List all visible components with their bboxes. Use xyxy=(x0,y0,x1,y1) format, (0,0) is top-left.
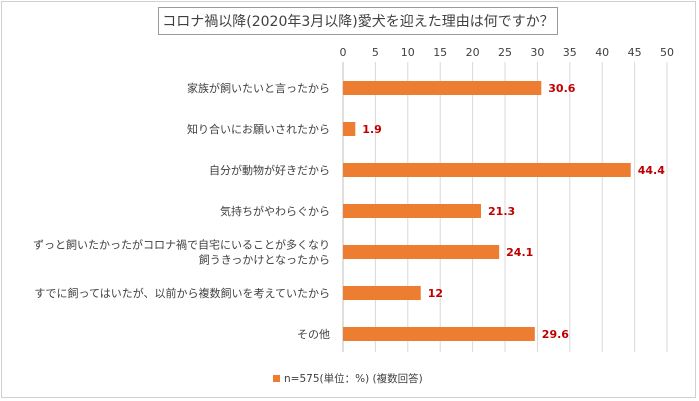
data-label: 44.4 xyxy=(638,164,665,177)
category-label: 家族が飼いたいと言ったから xyxy=(187,81,330,95)
legend-label: n=575(単位：%) (複数回答) xyxy=(284,372,423,385)
bar xyxy=(343,327,535,341)
x-tick-label: 0 xyxy=(340,46,347,59)
x-tick-label: 10 xyxy=(401,46,415,59)
data-label: 1.9 xyxy=(362,123,382,136)
category-label: ずっと飼いたかったがコロナ禍で自宅にいることが多くなり xyxy=(33,238,330,252)
data-label: 12 xyxy=(428,287,443,300)
x-tick-label: 45 xyxy=(628,46,642,59)
bar xyxy=(343,81,542,95)
category-label: すでに飼ってはいたが、以前から複数飼いを考えていたから xyxy=(34,286,330,300)
category-label: 知り合いにお願いされたから xyxy=(187,122,330,136)
x-tick-label: 15 xyxy=(433,46,447,59)
bar xyxy=(343,122,356,136)
x-tick-label: 30 xyxy=(530,46,544,59)
category-label: その他 xyxy=(297,328,330,341)
bar xyxy=(343,245,500,259)
x-tick-label: 50 xyxy=(660,46,674,59)
bar xyxy=(343,286,421,300)
legend-swatch xyxy=(273,375,280,382)
category-label: 自分が動物が好きだから xyxy=(209,163,330,177)
category-label: 気持ちがやわらぐから xyxy=(220,204,330,218)
chart-title: コロナ禍以降(2020年3月以降)愛犬を迎えた理由は何ですか？ xyxy=(158,7,558,35)
data-label: 29.6 xyxy=(542,328,569,341)
x-tick-label: 20 xyxy=(466,46,480,59)
data-label: 21.3 xyxy=(488,205,515,218)
x-tick-label: 35 xyxy=(563,46,577,59)
x-tick-label: 25 xyxy=(498,46,512,59)
x-tick-label: 5 xyxy=(372,46,379,59)
data-label: 30.6 xyxy=(548,82,575,95)
x-tick-label: 40 xyxy=(595,46,609,59)
bar xyxy=(343,163,631,177)
bar xyxy=(343,204,482,218)
data-label: 24.1 xyxy=(506,246,533,259)
category-label: 飼うきっかけとなったから xyxy=(199,253,330,267)
